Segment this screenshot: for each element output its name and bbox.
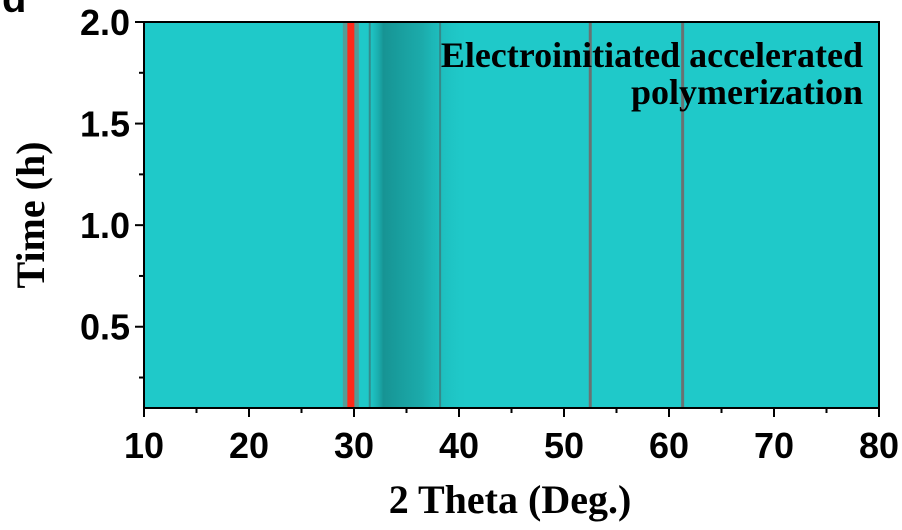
- annotation-line-2: polymerization: [631, 72, 863, 112]
- x-tick-label: 20: [229, 425, 269, 466]
- watermark-text: 知识泥土六二三: [788, 509, 893, 527]
- x-tick-label: 50: [544, 425, 584, 466]
- y-axis-ticks: 0.5 1.0 1.5 2.0: [80, 2, 144, 379]
- heatmap-plot-area: Electroinitiated accelerated polymerizat…: [143, 21, 880, 409]
- x-tick-label: 10: [124, 425, 164, 466]
- x-tick-label: 30: [334, 425, 374, 466]
- annotation-text: Electroinitiated accelerated polymerizat…: [441, 35, 863, 112]
- x-axis-label: 2 Theta (Deg.): [389, 477, 632, 522]
- x-axis-ticks: 10 20 30 40 50 60 70 80: [124, 408, 899, 466]
- panel-label: d: [2, 0, 26, 21]
- y-tick-label: 1.5: [80, 104, 130, 145]
- x-tick-label: 60: [649, 425, 689, 466]
- y-tick-label: 1.0: [80, 205, 130, 246]
- y-tick-label: 0.5: [80, 307, 130, 348]
- annotation-line-1: Electroinitiated accelerated: [441, 35, 863, 75]
- x-tick-label: 40: [439, 425, 479, 466]
- y-axis-label: Time (h): [8, 141, 53, 288]
- amorphous-band: [364, 22, 470, 408]
- x-tick-label: 70: [754, 425, 794, 466]
- x-tick-label: 80: [859, 425, 899, 466]
- y-tick-label: 2.0: [80, 2, 130, 43]
- heatmap-background: [144, 22, 879, 408]
- peak-lines: [342, 22, 685, 408]
